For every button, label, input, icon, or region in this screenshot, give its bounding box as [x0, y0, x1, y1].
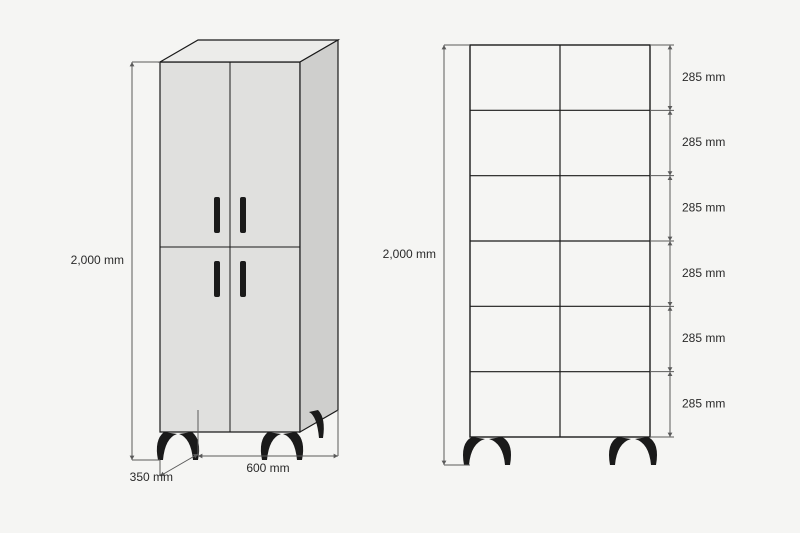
shelf-height-label: 285 mm	[682, 266, 725, 280]
door-handle	[240, 261, 246, 297]
cabinet-leg	[157, 432, 177, 460]
iso-side-face	[300, 40, 338, 432]
shelf-height-label: 285 mm	[682, 201, 725, 215]
cabinet-leg	[609, 437, 631, 465]
iso-width-label: 600 mm	[246, 461, 289, 475]
shelf-height-label: 285 mm	[682, 397, 725, 411]
cabinet-leg	[489, 437, 511, 465]
door-handle	[214, 261, 220, 297]
cabinet-leg	[635, 437, 657, 465]
front-height-label: 2,000 mm	[383, 247, 436, 261]
shelf-height-label: 285 mm	[682, 135, 725, 149]
door-handle	[240, 197, 246, 233]
iso-height-label: 2,000 mm	[71, 253, 124, 267]
shelf-height-label: 285 mm	[682, 331, 725, 345]
iso-depth-label: 350 mm	[130, 470, 173, 484]
shelf-height-label: 285 mm	[682, 70, 725, 84]
door-handle	[214, 197, 220, 233]
cabinet-leg	[463, 437, 485, 465]
